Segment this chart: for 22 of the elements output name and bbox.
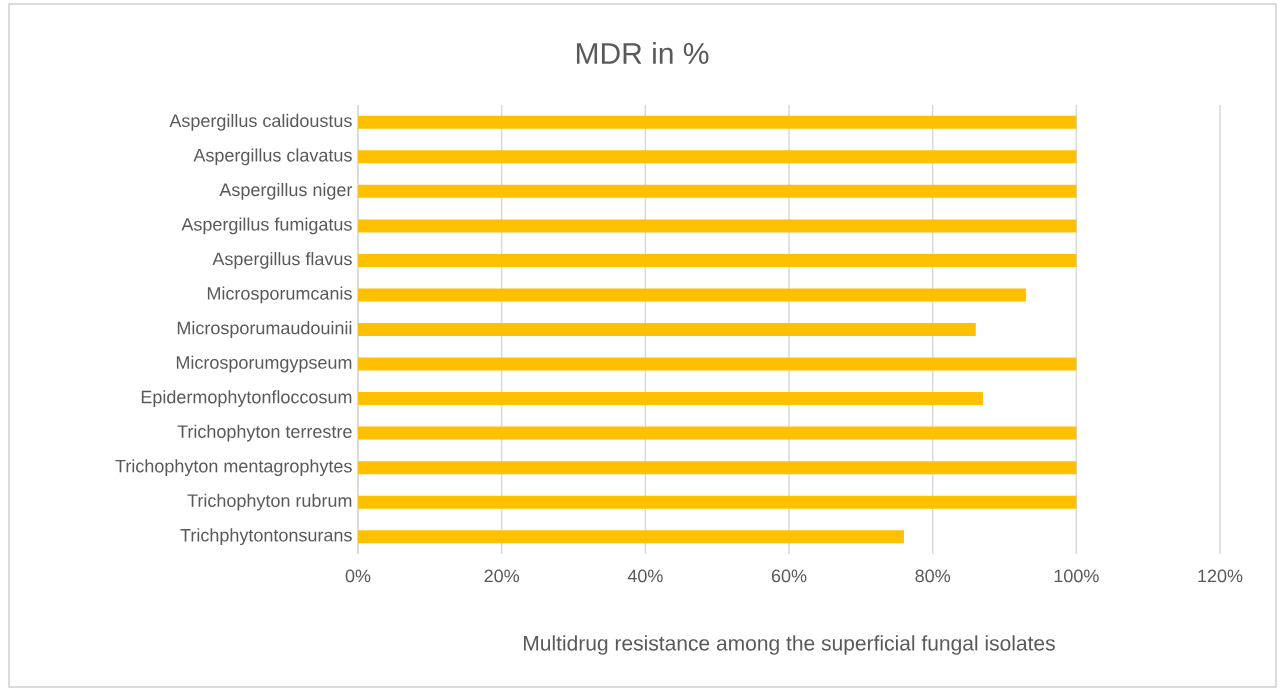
y-tick-label: Trichophyton mentagrophytes	[115, 459, 352, 477]
y-tick-label: Aspergillus niger	[219, 182, 353, 200]
x-tick-label: 100%	[1054, 569, 1099, 583]
x-tick-label: 40%	[627, 569, 663, 583]
y-tick-label: Trichophyton terrestre	[177, 424, 352, 442]
x-tick-label: 60%	[771, 569, 807, 583]
x-tick-label: 20%	[484, 569, 520, 583]
y-tick-label: Trichphytontonsurans	[180, 528, 352, 546]
y-tick-label: Aspergillus clavatus	[193, 148, 352, 166]
x-tick-label: 0%	[345, 569, 371, 583]
x-axis-title: Multidrug resistance among the superficial fungal isolates	[524, 635, 1055, 655]
y-tick-label: Microsporumgypseum	[176, 355, 352, 373]
y-tick-label: Trichophyton rubrum	[187, 493, 352, 511]
y-tick-label: Aspergillus flavus	[212, 252, 352, 269]
y-tick-label: Aspergillus calidoustus	[169, 113, 352, 131]
y-tick-label: Microsporumcanis	[207, 286, 352, 304]
y-tick-label: Epidermophytonfloccosum	[141, 390, 352, 407]
chart-title: MDR in %	[576, 42, 709, 64]
y-tick-label: Aspergillus fumigatus	[181, 217, 352, 235]
x-tick-label: 80%	[915, 569, 951, 583]
x-tick-label: 120%	[1198, 569, 1243, 583]
y-tick-label: Microsporumaudouinii	[177, 321, 352, 338]
